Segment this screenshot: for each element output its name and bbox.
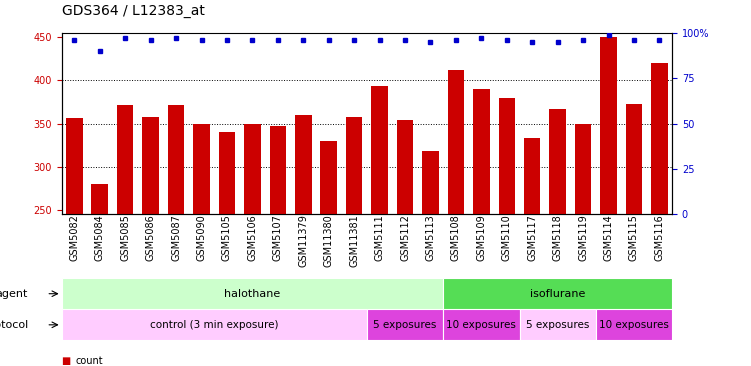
Text: protocol: protocol: [0, 320, 28, 330]
Bar: [600, 37, 617, 366]
Bar: [62, 278, 443, 309]
Text: agent: agent: [0, 289, 28, 299]
Text: GSM5086: GSM5086: [146, 214, 155, 261]
Text: GSM5111: GSM5111: [375, 214, 385, 261]
Text: GSM5118: GSM5118: [553, 214, 562, 261]
Text: 10 exposures: 10 exposures: [599, 320, 669, 330]
Text: 10 exposures: 10 exposures: [446, 320, 516, 330]
Bar: [443, 278, 672, 309]
Text: GSM5117: GSM5117: [527, 214, 537, 261]
Bar: [443, 309, 520, 340]
Text: GSM5109: GSM5109: [476, 214, 487, 261]
Bar: [575, 124, 591, 366]
Text: GSM5084: GSM5084: [95, 214, 104, 261]
Bar: [596, 309, 672, 340]
Bar: [295, 115, 312, 366]
Text: GSM5116: GSM5116: [654, 214, 665, 261]
Bar: [143, 117, 159, 366]
Bar: [66, 118, 83, 366]
Text: GSM5108: GSM5108: [451, 214, 461, 261]
Bar: [651, 63, 668, 366]
Text: GSM5085: GSM5085: [120, 214, 130, 261]
Text: GSM5110: GSM5110: [502, 214, 511, 261]
Bar: [219, 132, 235, 366]
Text: GSM5115: GSM5115: [629, 214, 639, 261]
Bar: [448, 70, 464, 366]
Bar: [62, 309, 366, 340]
Bar: [270, 126, 286, 366]
Bar: [117, 105, 134, 366]
Bar: [244, 124, 261, 366]
Text: isoflurane: isoflurane: [530, 289, 585, 299]
Text: control (3 min exposure): control (3 min exposure): [150, 320, 279, 330]
Text: GSM5112: GSM5112: [400, 214, 410, 261]
Text: GSM11380: GSM11380: [324, 214, 333, 267]
Text: halothane: halothane: [225, 289, 281, 299]
Bar: [321, 141, 337, 366]
Text: GSM5114: GSM5114: [604, 214, 614, 261]
Bar: [167, 105, 184, 366]
Text: GSM11381: GSM11381: [349, 214, 359, 267]
Text: GSM5082: GSM5082: [69, 214, 80, 261]
Bar: [366, 309, 443, 340]
Text: 5 exposures: 5 exposures: [373, 320, 437, 330]
Bar: [346, 117, 363, 366]
Bar: [626, 104, 642, 366]
Bar: [371, 86, 388, 366]
Bar: [397, 120, 413, 366]
Bar: [473, 89, 490, 366]
Text: ■: ■: [62, 355, 71, 366]
Text: GSM5113: GSM5113: [426, 214, 436, 261]
Text: GSM11379: GSM11379: [298, 214, 308, 267]
Text: GDS364 / L12383_at: GDS364 / L12383_at: [62, 4, 204, 18]
Text: GSM5090: GSM5090: [197, 214, 207, 261]
Bar: [499, 98, 515, 366]
Bar: [92, 184, 108, 366]
Bar: [520, 309, 596, 340]
Text: GSM5106: GSM5106: [247, 214, 258, 261]
Bar: [550, 109, 566, 366]
Bar: [422, 151, 439, 366]
Text: count: count: [75, 355, 103, 366]
Bar: [524, 138, 541, 366]
Text: GSM5119: GSM5119: [578, 214, 588, 261]
Bar: [193, 124, 210, 366]
Text: GSM5105: GSM5105: [222, 214, 232, 261]
Text: 5 exposures: 5 exposures: [526, 320, 590, 330]
Text: GSM5107: GSM5107: [273, 214, 283, 261]
Text: GSM5087: GSM5087: [171, 214, 181, 261]
